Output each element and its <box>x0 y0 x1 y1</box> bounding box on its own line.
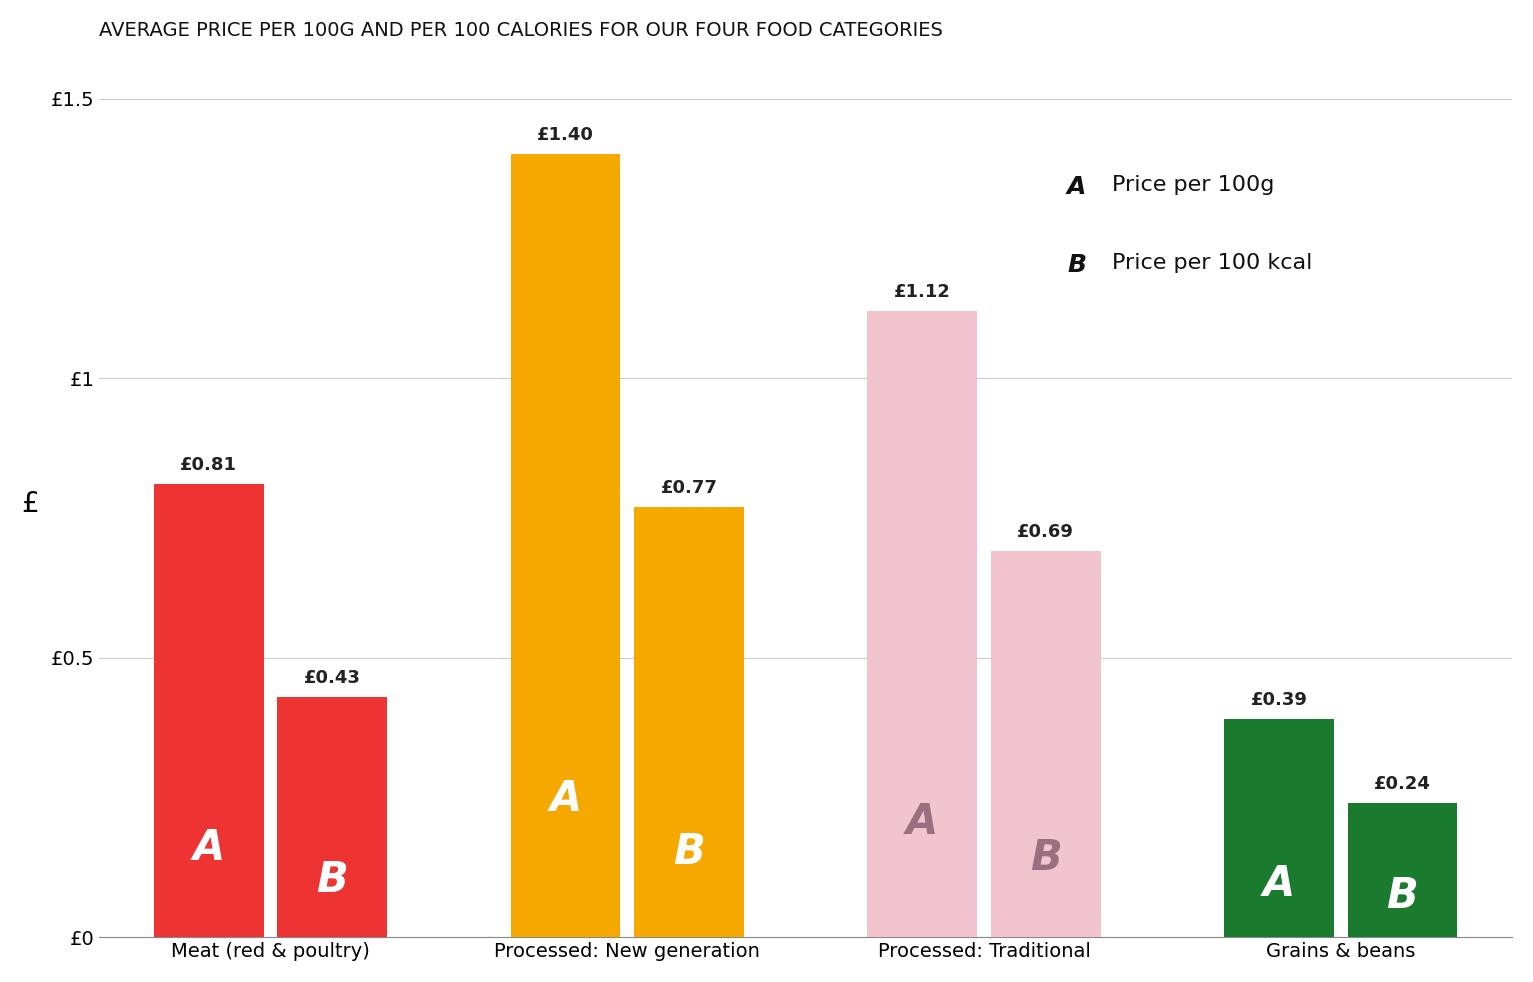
Text: A: A <box>1067 175 1087 198</box>
Text: A: A <box>549 778 581 820</box>
Text: £1.40: £1.40 <box>537 127 593 144</box>
Text: £0.43: £0.43 <box>304 669 360 686</box>
Text: Price per 100 kcal: Price per 100 kcal <box>1113 252 1312 273</box>
Text: Price per 100g: Price per 100g <box>1113 175 1274 194</box>
Bar <box>153 484 264 937</box>
Text: B: B <box>673 831 705 873</box>
Text: £0.24: £0.24 <box>1374 775 1430 793</box>
Text: £0.81: £0.81 <box>181 457 238 474</box>
Bar <box>510 154 621 937</box>
Bar <box>1223 719 1334 937</box>
Bar <box>635 507 744 937</box>
Text: B: B <box>1067 252 1085 277</box>
Text: A: A <box>906 801 938 844</box>
Text: B: B <box>1030 838 1061 880</box>
Text: AVERAGE PRICE PER 100G AND PER 100 CALORIES FOR OUR FOUR FOOD CATEGORIES: AVERAGE PRICE PER 100G AND PER 100 CALOR… <box>100 21 943 40</box>
Bar <box>990 552 1101 937</box>
Text: B: B <box>1386 875 1418 917</box>
Text: B: B <box>316 859 348 901</box>
Y-axis label: £: £ <box>21 490 38 518</box>
Text: A: A <box>1263 862 1295 904</box>
Bar <box>868 311 977 937</box>
Text: £0.69: £0.69 <box>1018 523 1075 541</box>
Text: £0.77: £0.77 <box>661 478 717 497</box>
Bar <box>1348 803 1458 937</box>
Bar <box>277 697 388 937</box>
Text: £1.12: £1.12 <box>894 283 950 300</box>
Text: A: A <box>193 828 225 869</box>
Text: £0.39: £0.39 <box>1251 691 1308 709</box>
